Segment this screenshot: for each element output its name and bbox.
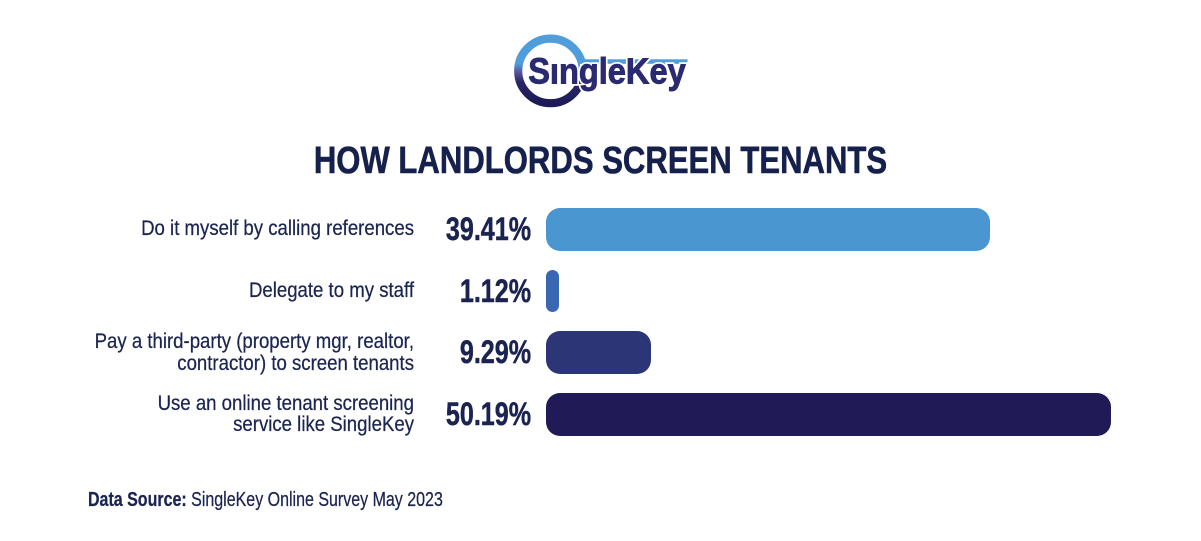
- svg-text:SıngleKey: SıngleKey: [528, 51, 686, 92]
- svg-text:SıngleKey: SıngleKey: [528, 51, 686, 92]
